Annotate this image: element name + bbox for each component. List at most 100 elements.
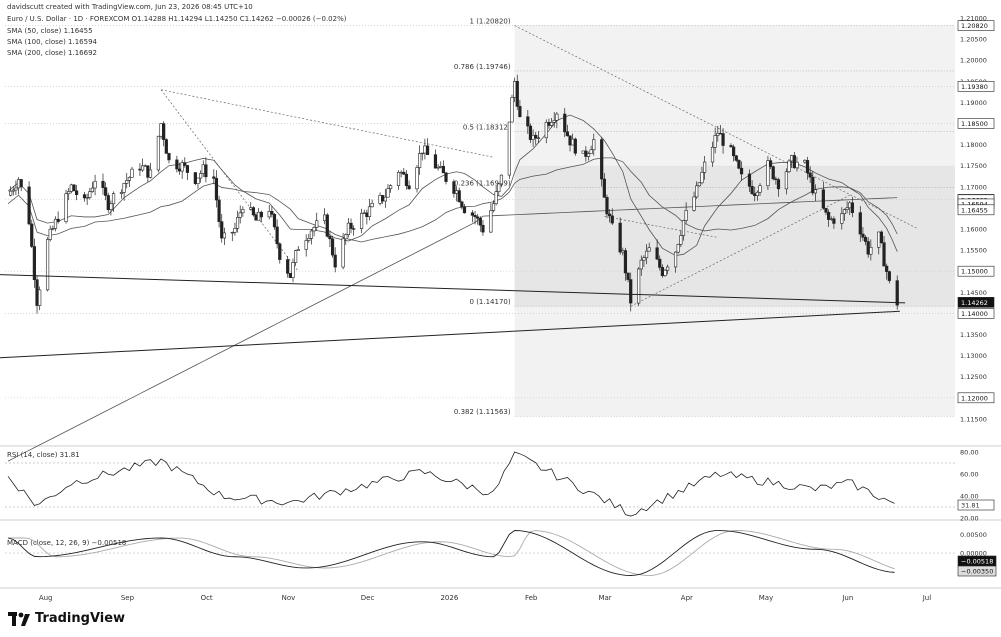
candle-body	[808, 172, 812, 178]
candle-body	[67, 191, 71, 195]
candle-body	[140, 165, 145, 171]
candle-body	[294, 250, 298, 263]
candle-body	[792, 155, 796, 169]
candle-body	[32, 246, 36, 281]
price-badge	[957, 297, 995, 308]
candle-body	[644, 250, 649, 259]
candle-body	[90, 187, 95, 192]
symbol-line[interactable]: Euro / U.S. Dollar · 1D · FOREXCOM O1.14…	[7, 15, 347, 23]
candle-body	[220, 221, 224, 239]
candle-body	[679, 235, 683, 245]
candle-body	[626, 272, 630, 280]
candle-body	[790, 155, 794, 162]
candle-body	[462, 206, 467, 214]
candle-body	[821, 189, 825, 209]
price-badge	[957, 204, 995, 216]
candle-body	[658, 258, 662, 268]
candle-body	[555, 113, 559, 121]
x-tick-label: Sep	[121, 594, 135, 602]
candle-body	[196, 177, 200, 184]
candle-body	[27, 186, 31, 225]
candle-body	[389, 185, 393, 190]
candle-body	[507, 121, 511, 176]
candle-body	[544, 122, 548, 139]
candle-body	[584, 150, 588, 157]
candle-body	[489, 210, 493, 233]
candle-body	[528, 125, 533, 140]
candle-body	[829, 218, 833, 220]
candle-body	[771, 166, 775, 180]
candle-body	[784, 171, 789, 190]
candle-body	[513, 81, 517, 98]
candle-body	[185, 165, 190, 173]
candle-body	[879, 231, 883, 243]
candle-body	[753, 193, 757, 196]
price-badge-label: 1.12000	[961, 394, 988, 402]
candle-body	[700, 172, 704, 184]
rsi-current-badge	[957, 499, 995, 511]
candle-body	[159, 123, 163, 137]
candle-body	[238, 212, 242, 218]
candle-body	[193, 172, 197, 184]
price-tick-label: 1.18000	[960, 141, 987, 149]
candle-body	[53, 218, 58, 229]
candle-body	[235, 217, 240, 229]
candle-body	[824, 207, 828, 213]
fib-level-label: 0.5 (1.18312)	[463, 123, 511, 131]
trendline-rising	[630, 194, 850, 307]
candle-body	[291, 262, 295, 278]
candle-body	[323, 214, 327, 222]
candle-body	[684, 210, 688, 221]
sma50-legend[interactable]: SMA (50, close) 1.16455	[7, 27, 93, 35]
brand-name: TradingView	[35, 611, 126, 626]
sma200-legend[interactable]: SMA (200, close) 1.16692	[7, 49, 97, 57]
candle-body	[352, 228, 356, 230]
candle-body	[119, 192, 124, 194]
fib-level-label: 0.786 (1.19746)	[454, 63, 511, 71]
candle-body	[233, 228, 237, 233]
candle-body	[367, 206, 372, 217]
candle-body	[676, 244, 680, 253]
tradingview-brand[interactable]: TradingView	[8, 611, 125, 626]
candle-body	[766, 160, 770, 187]
candle-body	[589, 149, 593, 154]
price-badge	[957, 81, 995, 92]
candle-body	[217, 199, 221, 222]
candle-body	[407, 185, 411, 190]
candle-body	[309, 230, 314, 239]
candle-body	[9, 190, 13, 196]
candle-body	[747, 173, 752, 187]
candle-body	[605, 197, 609, 215]
candle-body	[534, 134, 538, 139]
candle-body	[647, 247, 651, 252]
x-tick-label: Aug	[39, 594, 53, 602]
candle-body	[491, 203, 496, 211]
arrow-down	[0, 310, 900, 359]
candle-body	[639, 259, 643, 270]
candle-body	[452, 181, 456, 194]
candle-body	[526, 116, 530, 127]
candle-body	[296, 249, 300, 251]
candle-body	[721, 133, 725, 146]
rsi-line	[7, 451, 895, 517]
candle-body	[660, 267, 664, 276]
consolidation-box	[514, 165, 955, 307]
candle-body	[433, 154, 438, 169]
candle-body	[106, 195, 110, 211]
candle-body	[602, 178, 606, 198]
price-badge-label: 1.16455	[961, 206, 988, 214]
price-badge-label: 1.20820	[961, 22, 988, 30]
candle-body	[156, 135, 161, 171]
candle-body	[592, 139, 596, 151]
candle-body	[85, 197, 89, 199]
candle-body	[787, 160, 791, 173]
candle-body	[35, 279, 39, 306]
candle-body	[204, 164, 208, 178]
candle-body	[832, 218, 836, 224]
candle-body	[270, 210, 274, 215]
x-tick-label: 2026	[440, 594, 458, 602]
price-badge-label: 1.15000	[961, 268, 988, 276]
sma100-legend[interactable]: SMA (100, close) 1.16594	[7, 38, 97, 46]
candle-body	[768, 160, 773, 167]
